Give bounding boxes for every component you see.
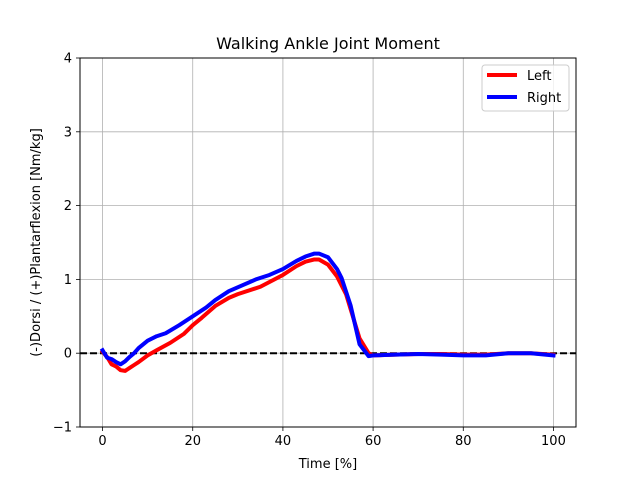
y-tick-label: 3 bbox=[64, 125, 72, 140]
plot-frame bbox=[79, 57, 577, 428]
x-tick-label: 80 bbox=[455, 434, 472, 449]
x-tick-label: 0 bbox=[98, 434, 106, 449]
series-line-right bbox=[99, 251, 556, 367]
x-axis-ticks: 0 20 40 60 80 100 bbox=[98, 427, 566, 449]
y-axis-ticks: −1 0 1 2 3 4 bbox=[53, 52, 80, 436]
legend: Left Right bbox=[481, 64, 570, 112]
x-tick-label: 60 bbox=[365, 434, 382, 449]
legend-label-left: Left bbox=[527, 69, 551, 84]
x-tick-label: 100 bbox=[541, 434, 566, 449]
y-tick-label: 0 bbox=[64, 347, 72, 362]
x-tick-label: 40 bbox=[275, 434, 292, 449]
y-tick-label: −1 bbox=[53, 421, 72, 436]
y-tick-label: 2 bbox=[64, 199, 72, 214]
chart-title: Walking Ankle Joint Moment bbox=[216, 34, 440, 53]
x-tick-label: 20 bbox=[184, 434, 201, 449]
y-tick-label: 4 bbox=[64, 52, 72, 67]
y-axis-title: (-)Dorsi / (+)Plantarflexion [Nm/kg] bbox=[29, 128, 44, 357]
legend-label-right: Right bbox=[527, 91, 561, 106]
x-axis-title: Time [%] bbox=[298, 457, 357, 472]
plot-series bbox=[99, 251, 556, 373]
y-tick-label: 1 bbox=[64, 273, 72, 288]
